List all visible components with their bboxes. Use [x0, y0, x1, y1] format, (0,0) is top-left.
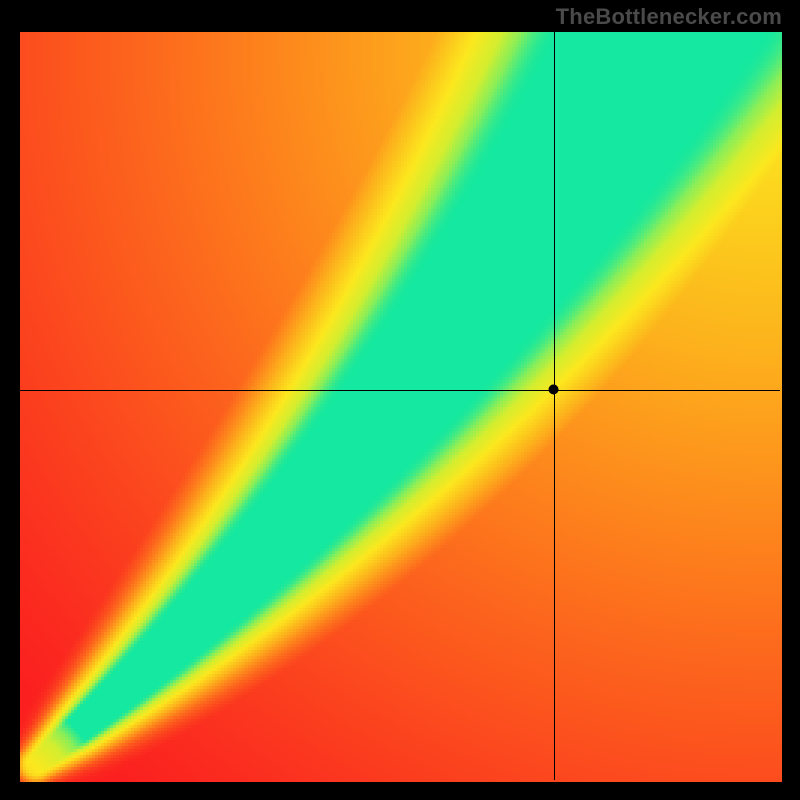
heatmap-canvas	[0, 0, 800, 800]
watermark-text: TheBottlenecker.com	[556, 4, 782, 30]
chart-container: TheBottlenecker.com	[0, 0, 800, 800]
